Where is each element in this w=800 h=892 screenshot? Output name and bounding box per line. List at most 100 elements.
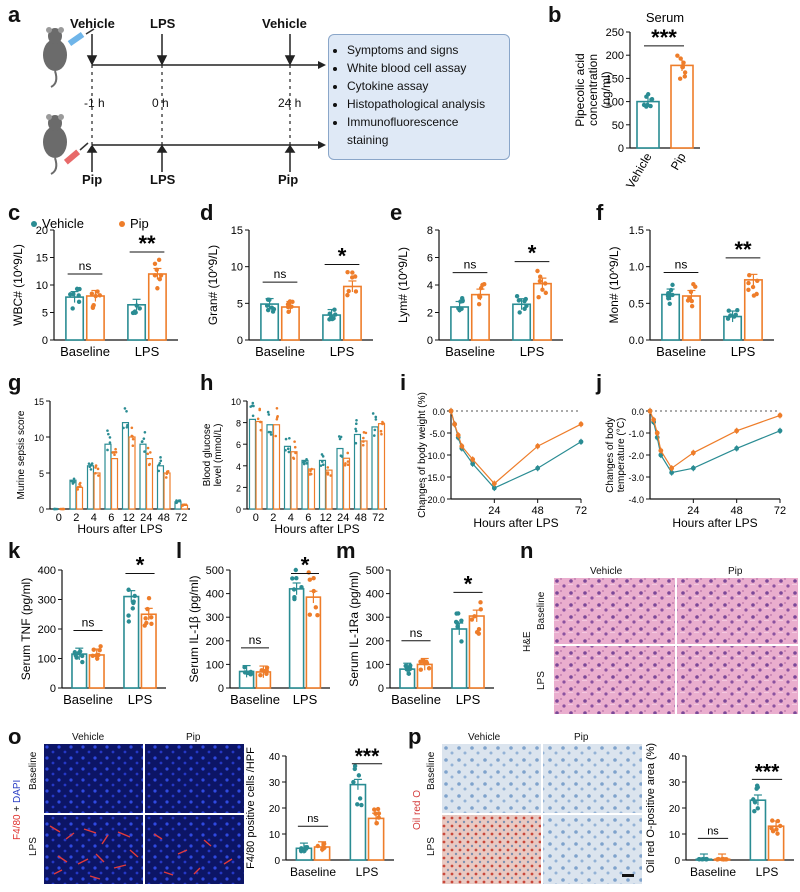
data-point xyxy=(523,296,528,302)
data-point xyxy=(647,408,653,414)
p-row-baseline: Baseline xyxy=(426,751,437,790)
data-point xyxy=(524,303,529,309)
sig-label: *** xyxy=(755,760,780,783)
data-point xyxy=(746,280,751,286)
chart-c: 0 5 10 15 20 WBC# (10^9/L) Baseline ns LPS ** Vehi… xyxy=(11,216,178,359)
data-point xyxy=(689,303,695,309)
y-tick-label: 0 xyxy=(236,505,241,515)
data-point xyxy=(293,440,296,443)
y-tick-label: 8 xyxy=(427,225,433,237)
data-point xyxy=(375,806,381,812)
y-tick-label: 10 xyxy=(36,280,48,292)
data-point xyxy=(535,465,541,471)
data-point xyxy=(353,289,359,294)
x-tick-label: LPS xyxy=(330,344,355,359)
bar xyxy=(360,440,368,510)
x-tick-label: 4 xyxy=(288,512,294,524)
data-point xyxy=(263,668,269,674)
data-point xyxy=(690,450,696,456)
y-tick-label: -3.0 xyxy=(628,473,644,483)
data-point xyxy=(454,611,459,616)
data-point xyxy=(158,462,162,465)
y-axis-label: F4/80 positive cells /HPF xyxy=(245,747,257,869)
x-tick-label: LPS xyxy=(128,692,153,707)
x-tick-label: 48 xyxy=(355,512,367,524)
data-point xyxy=(142,437,146,440)
data-point xyxy=(346,463,350,467)
x-tick-label: Baseline xyxy=(690,865,736,879)
data-point xyxy=(97,647,102,653)
y-tick-label: 4 xyxy=(427,280,433,292)
y-tick-label: 0.0 xyxy=(629,335,644,347)
y-axis-label: (ng/ml) xyxy=(599,71,613,108)
assay-item: Immunofluorescence xyxy=(347,113,501,131)
data-point xyxy=(331,316,336,321)
data-point xyxy=(274,434,278,438)
data-point xyxy=(478,285,484,291)
data-point xyxy=(747,273,752,278)
data-point xyxy=(669,470,675,475)
bar xyxy=(636,100,660,149)
data-point xyxy=(108,436,112,439)
data-point xyxy=(267,297,272,303)
data-point xyxy=(338,437,342,441)
y-tick-label: 15 xyxy=(231,225,243,237)
data-point xyxy=(114,447,117,451)
legend-vehicle-label: Vehicle xyxy=(42,216,84,231)
y-tick-label: 4 xyxy=(236,462,241,472)
sig-label: ns xyxy=(79,259,92,273)
y-axis-label: concentration xyxy=(586,54,600,126)
data-point xyxy=(131,444,135,448)
data-point xyxy=(654,430,660,436)
data-point xyxy=(682,70,688,75)
data-point xyxy=(94,464,98,467)
panel-label-e: e xyxy=(390,200,403,225)
data-point xyxy=(256,417,260,421)
panel-label-h: h xyxy=(200,370,214,395)
y-tick-label: 10 xyxy=(231,397,241,407)
n-row-lps: LPS xyxy=(536,671,547,690)
assay-item-cont: staining xyxy=(347,133,389,147)
data-point xyxy=(293,567,298,573)
data-point xyxy=(693,284,698,289)
data-point xyxy=(332,307,337,312)
data-point xyxy=(696,857,702,862)
data-point xyxy=(476,301,482,307)
data-point xyxy=(311,588,316,594)
x-tick-label: Baseline xyxy=(656,344,706,359)
x-tick-label: 24 xyxy=(687,505,699,517)
bar xyxy=(147,273,167,341)
data-point xyxy=(726,308,731,313)
data-point xyxy=(79,653,85,659)
data-point xyxy=(734,446,740,451)
data-point xyxy=(320,453,324,456)
data-point xyxy=(352,763,358,769)
y-tick-label: 200 xyxy=(366,636,384,648)
bar xyxy=(110,457,119,510)
data-point xyxy=(269,433,273,436)
bar xyxy=(248,418,257,510)
data-point xyxy=(379,429,383,433)
x-tick-label: 72 xyxy=(774,505,786,517)
x-tick-label: 48 xyxy=(731,505,743,517)
y-tick-label: 10 xyxy=(34,433,44,443)
panel-label-k: k xyxy=(8,538,21,563)
data-point xyxy=(131,437,135,441)
y-tick-label: -15.0 xyxy=(424,473,445,483)
y-tick-label: 300 xyxy=(38,595,56,607)
x-tick-label: 2 xyxy=(270,512,276,524)
y-axis-label: Murine sepsis score xyxy=(16,410,27,499)
sig-label: *** xyxy=(355,745,380,768)
data-point xyxy=(474,629,480,635)
x-tick-label: 72 xyxy=(175,512,187,524)
data-point xyxy=(362,436,365,440)
data-point xyxy=(144,620,149,626)
y-tick-label: 20 xyxy=(269,804,281,815)
data-point xyxy=(284,437,288,441)
data-point xyxy=(724,857,729,862)
data-point xyxy=(299,585,304,590)
y-tick-label: 0 xyxy=(218,683,224,695)
y-tick-label: 30 xyxy=(669,778,681,789)
sig-label: ns xyxy=(675,258,688,272)
